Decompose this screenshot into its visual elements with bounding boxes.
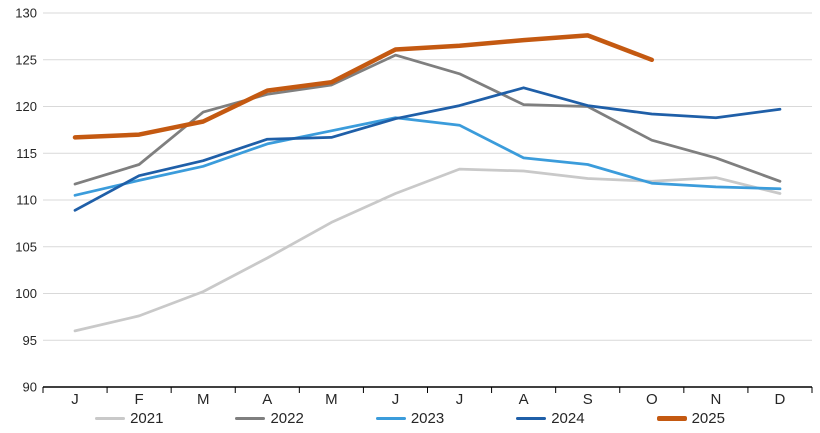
y-axis-tick-label: 125	[15, 52, 37, 67]
y-axis-tick-label: 95	[23, 333, 37, 348]
x-axis-tick-label: J	[71, 391, 79, 408]
legend-item-2021: 2021	[95, 411, 163, 426]
x-axis-tick-label: M	[325, 391, 338, 408]
y-axis-tick-label: 90	[23, 380, 37, 395]
legend-item-2023: 2023	[375, 409, 445, 427]
x-axis-tick-label: M	[197, 391, 210, 408]
x-axis-tick-label: O	[646, 391, 658, 408]
series-line-2022	[73, 53, 782, 186]
legend-item-2022: 2022	[235, 409, 304, 427]
y-axis-tick-label: 105	[15, 239, 37, 254]
legend-label: 2023	[410, 409, 445, 427]
x-axis-tick-label: D	[775, 391, 786, 408]
legend-swatch-2021	[95, 416, 126, 420]
legend-item-2024: 2024	[516, 409, 585, 427]
legend-swatch-2024	[516, 416, 547, 420]
x-axis-tick-label: A	[519, 391, 529, 408]
legend-label: 2022	[270, 409, 304, 427]
legend-item-2025: 2025	[656, 409, 725, 427]
legend-swatch-2023	[375, 416, 406, 420]
chart-legend: 2021 2022 2023 2024 2025	[0, 406, 820, 430]
series-line-2024	[73, 86, 782, 212]
x-axis-tick-label: J	[392, 391, 400, 408]
legend-label: 2021	[130, 409, 164, 427]
x-axis-tick-label: F	[135, 391, 144, 408]
x-axis-tick-label: S	[583, 391, 593, 408]
y-axis-tick-label: 100	[15, 286, 37, 301]
x-axis-tick-label: A	[262, 391, 272, 408]
y-axis-tick-label: 115	[16, 146, 37, 161]
legend-label: 2024	[551, 409, 585, 427]
legend-swatch-2025	[656, 415, 687, 421]
series-line-2021	[73, 167, 782, 333]
y-axis-tick-label: 120	[15, 99, 37, 114]
x-axis-tick-label: N	[710, 391, 721, 408]
y-axis-tick-label: 130	[15, 6, 37, 21]
y-axis-tick-label: 110	[16, 193, 37, 208]
series-line-2023	[73, 116, 782, 197]
legend-swatch-2022	[235, 416, 266, 420]
legend-label: 2025	[691, 409, 725, 427]
series-line-2025	[72, 33, 655, 140]
x-axis-tick-label: J	[456, 391, 464, 408]
